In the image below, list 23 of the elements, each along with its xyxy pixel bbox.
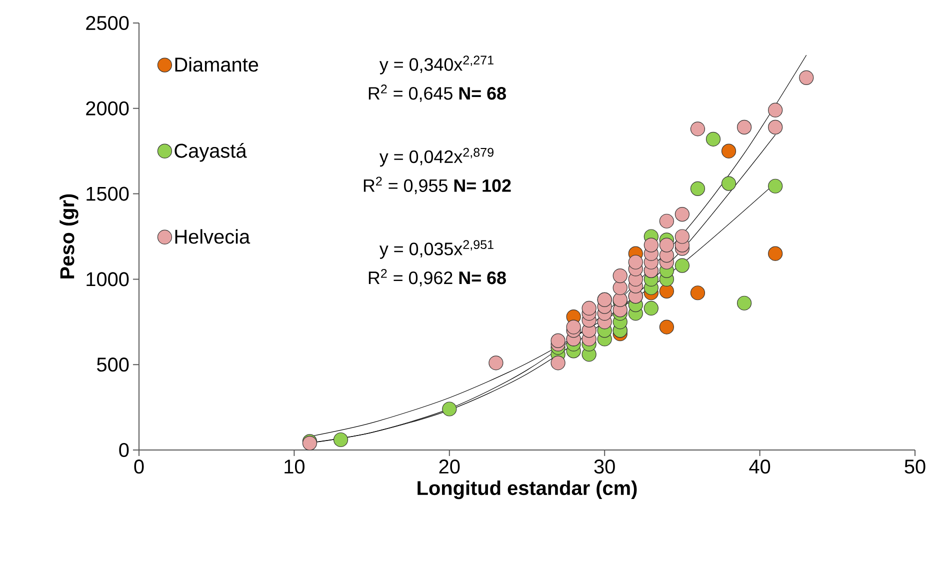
x-tick-label: 0 xyxy=(134,460,144,474)
y-tick-label: 1500 xyxy=(86,186,129,201)
annotation: y = 0,340x$^{2,271}$ xyxy=(379,56,494,74)
y-tick-label: 2000 xyxy=(86,101,129,116)
x-tick-label: 50 xyxy=(904,460,926,474)
y-tick-label: 1000 xyxy=(86,272,129,286)
annotation: y = 0,042x$^{2,879}$ xyxy=(379,148,494,167)
x-tick-label: 10 xyxy=(284,460,304,474)
annotation: R$^{2}$ = 0,645 N= 68 xyxy=(368,84,506,102)
x-tick-label: 30 xyxy=(594,460,615,474)
legend-label: Helvecia xyxy=(175,229,250,244)
y-tick-label: 500 xyxy=(97,358,129,372)
x-tick-label: 20 xyxy=(439,460,460,474)
x-tick-label: 40 xyxy=(749,460,770,474)
x-axis-title: Longitud estandar (cm) xyxy=(418,480,637,500)
annotation: y = 0,035x$^{2,951}$ xyxy=(379,240,494,259)
y-tick-label: 2500 xyxy=(86,16,129,30)
legend-label: Cayastá xyxy=(174,142,247,162)
y-tick-label: 0 xyxy=(119,442,129,458)
annotation: R$^{2}$ = 0,962 N= 68 xyxy=(368,269,506,286)
y-axis-title: Peso (gr) xyxy=(60,194,78,278)
annotation: R$^{2}$ = 0,955 N= 102 xyxy=(364,176,511,194)
legend-label: Diamante xyxy=(175,57,258,72)
